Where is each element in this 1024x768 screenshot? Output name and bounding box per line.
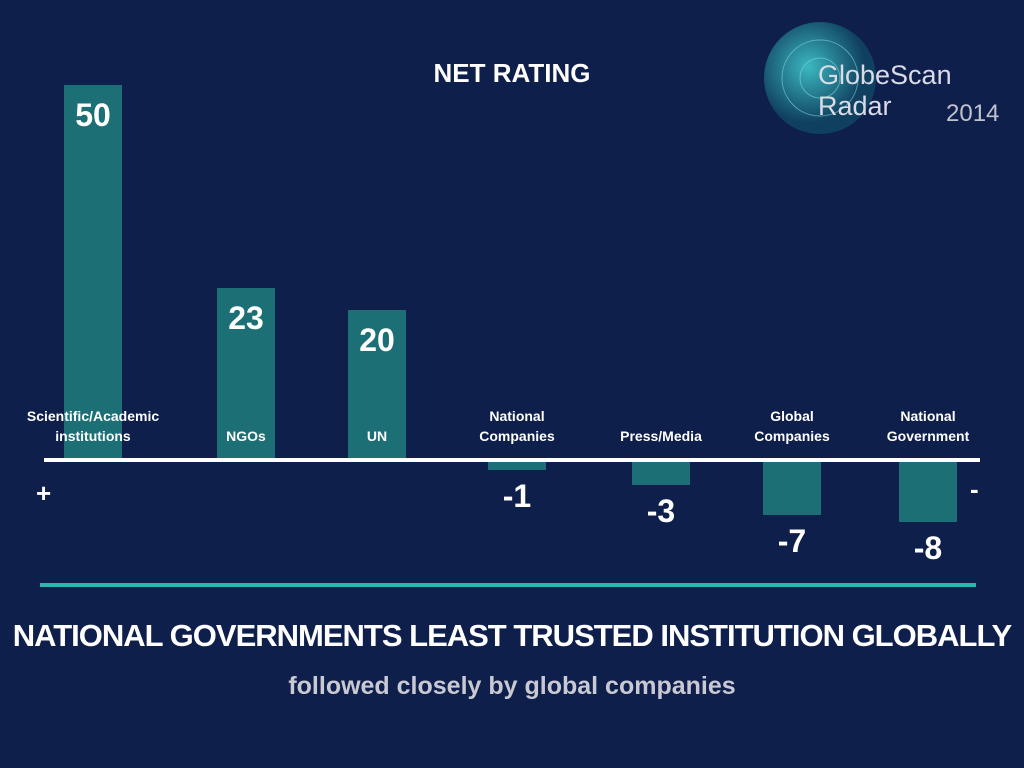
category-label: UN bbox=[366, 428, 388, 444]
category-label: NGOs bbox=[226, 428, 266, 444]
bar bbox=[217, 287, 275, 460]
bar bbox=[348, 310, 406, 460]
bar bbox=[763, 462, 821, 515]
value-label: 23 bbox=[228, 299, 264, 336]
bar bbox=[899, 462, 957, 522]
chart-title: NET RATING bbox=[433, 58, 591, 88]
negative-marker: - bbox=[970, 474, 979, 504]
value-label: -1 bbox=[502, 477, 532, 514]
bar bbox=[488, 462, 546, 470]
subtitle: followed closely by global companies bbox=[288, 672, 736, 700]
headline: NATIONAL GOVERNMENTS LEAST TRUSTED INSTI… bbox=[12, 618, 1012, 653]
value-label: 50 bbox=[75, 97, 111, 133]
value-label: -8 bbox=[913, 530, 943, 566]
baseline bbox=[44, 458, 980, 462]
bar bbox=[632, 462, 690, 485]
positive-marker: + bbox=[36, 478, 52, 508]
category-label: Scientific/Academic institutions bbox=[26, 408, 160, 444]
category-label: Press/Media bbox=[620, 428, 702, 444]
category-label: Global Companies bbox=[754, 408, 830, 444]
value-label: 20 bbox=[359, 322, 395, 358]
value-label: -7 bbox=[777, 522, 807, 559]
category-label: National Companies bbox=[479, 408, 555, 444]
bar bbox=[64, 85, 122, 460]
divider bbox=[40, 583, 976, 587]
logo-year: 2014 bbox=[946, 100, 1000, 127]
category-label: National Government bbox=[886, 408, 970, 444]
value-label: -3 bbox=[646, 492, 676, 529]
logo-globe bbox=[764, 22, 876, 134]
logo-name: GlobeScan Radar bbox=[818, 60, 952, 121]
